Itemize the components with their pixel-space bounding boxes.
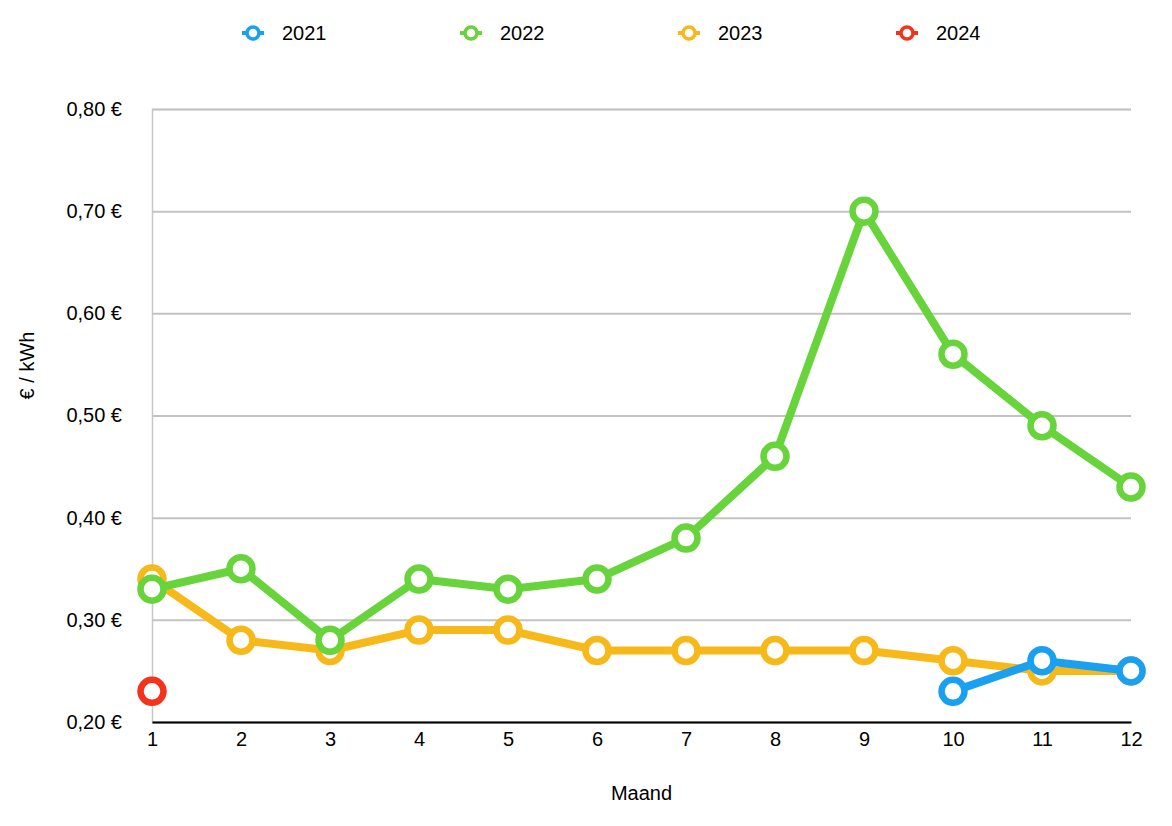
chart: 0,20 € 0,30 € 0,40 € 0,50 € 0,60 € 0,70 € 0,80… [0,0,1172,826]
y-tick-label: 0,80 € [66,98,122,120]
data-point [408,567,431,590]
series-2022 [141,200,1143,652]
data-point [675,527,698,550]
x-axis-line [153,722,1132,724]
x-tick: 1 [147,722,158,750]
data-point [586,567,609,590]
grid-line [152,313,1131,315]
grid-line [152,109,1131,111]
y-tick: 0,80 € [66,98,1131,120]
data-point [1120,476,1143,499]
y-tick-label: 0,30 € [66,609,122,631]
x-tick-label: 3 [325,728,336,750]
grid-line [152,415,1131,417]
plot: 0,20 € 0,30 € 0,40 € 0,50 € 0,60 € 0,70 € 0,80… [66,98,1142,750]
data-point [942,649,965,672]
data-point [764,445,787,468]
y-tick-label: 0,60 € [66,302,122,324]
series-2023 [141,567,1143,682]
y-tick-label: 0,20 € [66,711,122,733]
x-tick: 8 [770,722,781,750]
legend-item: 2021 [242,22,327,44]
x-tick: 11 [1032,722,1053,750]
x-tick-label: 2 [236,728,247,750]
y-tick: 0,60 € [66,302,1131,324]
x-tick-label: 8 [770,728,781,750]
legend-label: 2024 [936,22,981,44]
data-point [1031,649,1054,672]
data-point [942,680,965,703]
data-point [497,619,520,642]
x-tick-label: 11 [1032,728,1053,750]
x-tick-label: 7 [681,728,692,750]
y-axis-title: € / kWh [16,332,38,400]
data-point [1120,659,1143,682]
legend-swatch [247,27,259,39]
y-tick-label: 0,70 € [66,200,122,222]
y-axis-line [153,110,1132,723]
x-tick: 7 [681,722,692,750]
data-point [230,557,253,580]
y-tick-label: 0,40 € [66,507,122,529]
series-2024 [141,680,164,703]
x-tick: 6 [592,722,603,750]
legend-swatch [901,27,913,39]
x-tick: 10 [942,722,964,750]
x-tick-label: 5 [503,728,514,750]
data-point [853,200,876,223]
series-2021 [942,649,1143,703]
x-tick-label: 9 [859,728,870,750]
legend: 2021 2022 2023 2024 [242,22,981,44]
legend-label: 2021 [282,22,327,44]
legend-label: 2023 [718,22,763,44]
x-tick: 3 [325,722,336,750]
grid-line [152,211,1131,213]
x-tick-label: 1 [147,728,158,750]
data-point [319,629,342,652]
data-point [141,680,164,703]
legend-swatch [683,27,695,39]
x-tick-label: 6 [592,728,603,750]
legend-item: 2024 [896,22,981,44]
x-tick-label: 10 [942,728,964,750]
grid-line [152,517,1131,519]
data-point [141,578,164,601]
legend-label: 2022 [500,22,545,44]
x-tick-label: 12 [1120,728,1142,750]
y-axis: 0,20 € 0,30 € 0,40 € 0,50 € 0,60 € 0,70 € 0,80… [66,98,1131,733]
legend-item: 2022 [460,22,545,44]
series-line [152,579,1131,671]
y-tick: 0,50 € [66,404,1131,426]
data-point [230,629,253,652]
series-line [152,211,1131,640]
data-point [764,639,787,662]
x-tick: 2 [236,722,247,750]
legend-item: 2023 [678,22,763,44]
x-tick-label: 4 [414,728,425,750]
x-tick: 5 [503,722,514,750]
y-tick: 0,70 € [66,200,1131,222]
x-axis: 123456789101112 [147,722,1143,750]
data-point [1031,414,1054,437]
x-axis-title: Maand [611,782,672,804]
y-tick-label: 0,50 € [66,404,122,426]
data-point [1120,659,1143,682]
series-area [141,200,1143,703]
data-point [853,639,876,662]
data-point [586,639,609,662]
x-tick: 9 [859,722,870,750]
x-tick: 12 [1120,722,1142,750]
grid-line [152,722,1131,724]
data-point [942,343,965,366]
data-point [497,578,520,601]
y-tick: 0,40 € [66,507,1131,529]
x-tick: 4 [414,722,425,750]
data-point [675,639,698,662]
legend-swatch [465,27,477,39]
data-point [408,619,431,642]
